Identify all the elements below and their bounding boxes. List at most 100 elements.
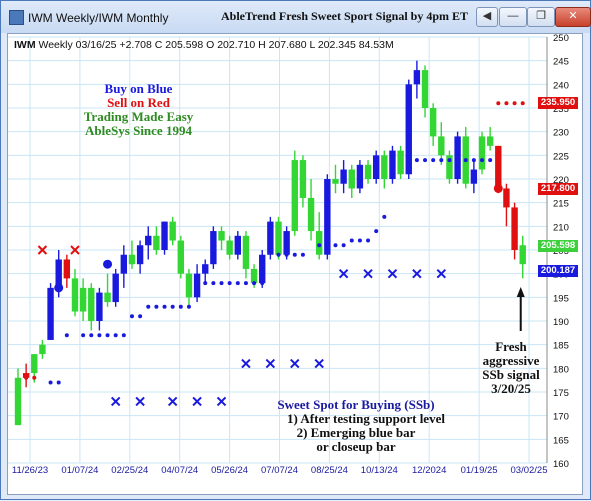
support-dot: [203, 281, 208, 286]
support-dot: [480, 158, 485, 163]
candle-body: [120, 254, 128, 274]
title-bar[interactable]: IWM Weekly/IWM Monthly AbleTrend Fresh S…: [1, 1, 591, 33]
candle-body: [234, 235, 241, 255]
y-tick-label: 235: [553, 104, 569, 115]
candle-body: [348, 169, 355, 189]
candle-body: [226, 240, 233, 255]
sell-x-marker: [37, 245, 48, 255]
candle-body: [405, 84, 412, 175]
x-tick-label: 05/26/24: [211, 465, 248, 476]
support-dot: [81, 333, 86, 338]
support-dot: [162, 304, 167, 309]
y-tick-label: 240: [553, 80, 569, 91]
candle-body: [429, 108, 437, 137]
support-dot: [496, 101, 501, 106]
buy-x-marker: [338, 268, 349, 279]
candle-body: [259, 254, 266, 284]
support-dot: [146, 304, 151, 309]
candle-body: [161, 221, 168, 250]
candle-body: [267, 221, 274, 255]
support-dot: [154, 304, 159, 309]
buy-x-marker: [265, 358, 276, 369]
candle-body: [495, 145, 502, 189]
price-tag-high-label: 235.950: [540, 97, 576, 108]
support-dot: [121, 333, 126, 338]
candle-body: [372, 155, 380, 179]
legend-buy: Buy on Blue: [104, 81, 173, 96]
candle-body: [299, 160, 307, 198]
candle-body: [397, 150, 404, 175]
candle-body: [332, 179, 339, 184]
buy-x-marker: [314, 358, 324, 369]
candle-body: [454, 136, 461, 179]
candle-body: [177, 240, 185, 274]
support-dot: [113, 333, 118, 338]
y-tick-label: 180: [553, 364, 569, 375]
candle-body: [413, 70, 421, 85]
support-dot: [292, 252, 297, 257]
support-dot: [349, 238, 354, 243]
signal-dot: [103, 259, 113, 269]
candle-body: [145, 235, 152, 246]
support-dot: [374, 229, 379, 234]
candle-body: [250, 268, 258, 284]
support-dot: [252, 281, 257, 286]
support-dot: [325, 243, 330, 248]
candle-body: [128, 254, 136, 265]
support-dot: [463, 158, 468, 163]
minimize-button[interactable]: —: [499, 7, 527, 27]
x-tick-label: 04/07/24: [161, 465, 198, 476]
support-dot: [520, 101, 525, 106]
buy-x-marker: [110, 396, 121, 407]
support-dot: [170, 304, 175, 309]
back-button[interactable]: ◀: [476, 7, 498, 27]
support-dot: [178, 304, 183, 309]
x-tick-label: 02/25/24: [111, 465, 148, 476]
candle-body: [364, 164, 372, 179]
y-tick-label: 230: [553, 128, 569, 139]
candle-body: [503, 188, 510, 208]
candle-body: [218, 231, 225, 241]
price-tag-close: 205.598: [538, 240, 578, 252]
x-tick-label: 10/13/24: [361, 465, 398, 476]
restore-button[interactable]: ❐: [527, 7, 555, 27]
x-tick-label: 12/2024: [412, 465, 446, 476]
candle-body: [511, 207, 518, 250]
y-tick-label: 195: [553, 293, 569, 304]
support-dot: [211, 281, 216, 286]
candle-body: [202, 264, 209, 274]
window-title: IWM Weekly/IWM Monthly: [28, 11, 169, 25]
price-tag-support-label: 200.187: [540, 265, 576, 276]
price-tag-high: 235.950: [538, 97, 578, 109]
chart-plot-area[interactable]: [7, 33, 583, 495]
support-dot: [89, 333, 94, 338]
legend-tagline: Trading Made Easy: [83, 109, 194, 124]
candle-body: [14, 377, 22, 426]
ssb-rule-1: 1) After testing support level: [287, 411, 445, 426]
candle-body: [88, 287, 95, 321]
support-dot: [24, 375, 29, 380]
support-dot: [64, 333, 69, 338]
support-dot: [504, 101, 509, 106]
candle-body: [478, 136, 486, 170]
candle-body: [22, 373, 30, 378]
legend-sell: Sell on Red: [107, 95, 170, 110]
buy-x-marker: [241, 358, 251, 369]
candle-body: [438, 136, 445, 156]
support-dot: [227, 281, 232, 286]
price-tag-resistance-label: 217.800: [540, 183, 576, 194]
buy-x-marker: [412, 268, 422, 279]
buy-x-marker: [363, 268, 373, 279]
fresh-note-3: SSb signal: [482, 367, 540, 382]
candle-body: [307, 197, 315, 232]
y-tick-label: 160: [553, 459, 569, 470]
signal-dot: [54, 283, 64, 293]
candle-body: [242, 235, 250, 269]
candle-body: [169, 221, 176, 241]
candle-body: [470, 169, 478, 184]
sell-x-marker: [70, 245, 80, 255]
y-tick-label: 220: [553, 175, 569, 186]
candle-body: [316, 231, 323, 255]
support-dot: [471, 158, 476, 163]
